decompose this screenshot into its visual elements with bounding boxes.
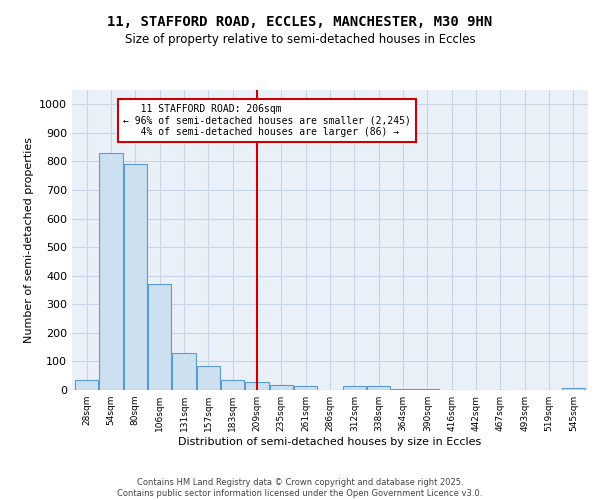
Text: Contains HM Land Registry data © Crown copyright and database right 2025.
Contai: Contains HM Land Registry data © Crown c… (118, 478, 482, 498)
Bar (245, 382, 269, 390)
Bar (294, 386, 317, 390)
Bar (562, 388, 585, 390)
Bar (221, 380, 244, 390)
Bar (100, 153, 122, 390)
Bar (148, 284, 171, 390)
Text: 11 STAFFORD ROAD: 206sqm
← 96% of semi-detached houses are smaller (2,245)
   4%: 11 STAFFORD ROAD: 206sqm ← 96% of semi-d… (123, 104, 411, 138)
Bar (75, 380, 98, 390)
Text: Size of property relative to semi-detached houses in Eccles: Size of property relative to semi-detach… (125, 32, 475, 46)
Bar (270, 385, 293, 390)
Text: 11, STAFFORD ROAD, ECCLES, MANCHESTER, M30 9HN: 11, STAFFORD ROAD, ECCLES, MANCHESTER, M… (107, 15, 493, 29)
Bar (416, 388, 439, 390)
Bar (197, 366, 220, 390)
Bar (343, 386, 366, 390)
Bar (172, 354, 196, 390)
Bar (124, 164, 147, 390)
Bar (367, 386, 390, 390)
X-axis label: Distribution of semi-detached houses by size in Eccles: Distribution of semi-detached houses by … (178, 437, 482, 447)
Y-axis label: Number of semi-detached properties: Number of semi-detached properties (23, 137, 34, 343)
Bar (391, 388, 415, 390)
